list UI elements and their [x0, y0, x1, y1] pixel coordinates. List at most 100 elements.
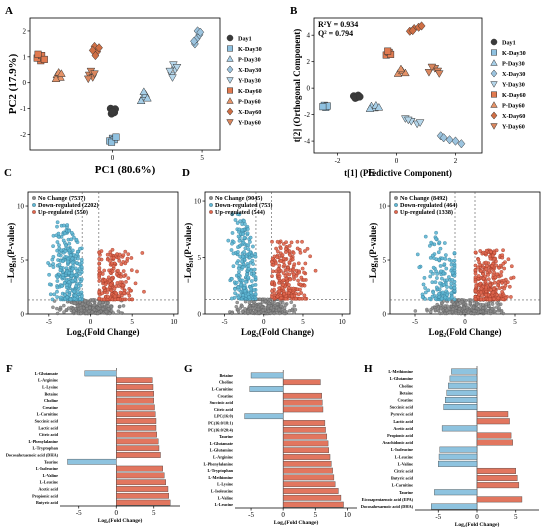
point-no-change: [236, 310, 241, 314]
point-no-change: [95, 311, 100, 316]
point-down: [238, 219, 243, 224]
point-up: [302, 293, 307, 298]
y-axis: -4 -2 0 2 4: [304, 32, 314, 146]
category-label: Eicosapentaenoic acid (EPA): [362, 497, 414, 502]
point-down: [67, 248, 72, 253]
point-down: [240, 254, 245, 259]
point-up: [296, 261, 301, 266]
point-down: [55, 224, 59, 229]
point-up: [506, 257, 511, 262]
point-down: [430, 294, 435, 299]
point-up: [116, 297, 121, 302]
point-no-change: [104, 309, 109, 314]
data-point: [172, 64, 182, 72]
point-no-change: [243, 307, 247, 311]
point-up: [488, 288, 493, 292]
bar: [282, 474, 335, 481]
point-no-change: [484, 308, 489, 312]
point-up: [115, 252, 119, 256]
point-down: [426, 288, 431, 293]
point-up: [511, 275, 516, 280]
point-up: [303, 261, 308, 266]
point-up: [282, 292, 286, 297]
point-up: [476, 274, 481, 278]
point-no-change: [283, 303, 288, 307]
point-up: [499, 273, 503, 278]
bar: [438, 460, 478, 467]
point-down: [441, 282, 446, 287]
point-up: [492, 280, 497, 285]
category-label: L-Methionine: [388, 369, 413, 374]
point-down: [233, 291, 237, 296]
point-up: [509, 264, 514, 269]
y-tick-label: 10: [379, 203, 387, 211]
point-down: [443, 257, 448, 261]
point-up: [292, 262, 297, 267]
x-tick-label: -5: [412, 318, 418, 326]
point-up: [298, 287, 302, 292]
point-up: [142, 289, 146, 294]
category-label: Betaine: [400, 390, 414, 395]
point-up: [274, 261, 278, 266]
category-label: Creatine: [217, 393, 233, 398]
x-tick-label: 2: [454, 157, 458, 165]
point-down: [243, 289, 247, 294]
x-tick-label: -5: [435, 513, 441, 521]
category-label: L-Isoleucine: [36, 466, 58, 471]
point-no-change: [84, 311, 89, 315]
point-no-change: [292, 304, 297, 308]
point-up: [296, 278, 300, 283]
point-no-change: [247, 300, 252, 305]
point-up: [279, 259, 283, 263]
point-down: [452, 273, 457, 278]
data-point: [384, 47, 392, 55]
point-up: [484, 260, 488, 265]
point-down: [431, 265, 436, 270]
point-down: [447, 257, 452, 262]
point-up: [501, 261, 506, 266]
point-down: [51, 262, 56, 266]
data-point: [355, 92, 364, 101]
point-up: [112, 286, 117, 291]
panel-e: E No Change (8492)Down-regulated (464)Up-…: [368, 167, 541, 337]
point-up: [97, 257, 102, 261]
point-no-change: [90, 310, 95, 314]
point-up: [281, 271, 286, 276]
point-no-change: [451, 307, 455, 312]
point-down: [253, 252, 258, 256]
point-down: [417, 265, 422, 270]
point-down: [252, 271, 256, 276]
bar: [476, 418, 510, 425]
category-label: L-Leucine: [40, 480, 59, 485]
data-point: [196, 27, 205, 37]
point-up: [298, 282, 303, 287]
point-down: [423, 286, 428, 290]
point-no-change: [266, 304, 271, 308]
point-up: [287, 272, 292, 277]
bar: [448, 382, 478, 389]
group-y60: [424, 63, 444, 78]
point-up: [492, 270, 496, 275]
point-no-change: [100, 303, 104, 307]
data-point: [319, 103, 327, 111]
point-up: [126, 252, 131, 257]
stat-annotation: Q² = 0.794: [318, 29, 353, 38]
data-point: [439, 133, 448, 143]
point-down: [61, 238, 66, 243]
bar: [282, 488, 339, 494]
point-down: [55, 285, 60, 290]
point-down: [233, 218, 238, 222]
point-down: [252, 267, 257, 272]
point-down: [64, 243, 68, 248]
category-label: L-Glutamate: [210, 441, 233, 446]
category-label: Taurine: [399, 490, 413, 495]
point-down: [242, 286, 246, 290]
y-tick-label: 0: [383, 311, 387, 319]
point-no-change: [290, 308, 294, 313]
bar: [116, 465, 163, 472]
x-tick-label: 5: [514, 513, 518, 521]
point-up: [117, 258, 122, 263]
data-point: [112, 133, 120, 141]
point-no-change: [106, 304, 111, 308]
